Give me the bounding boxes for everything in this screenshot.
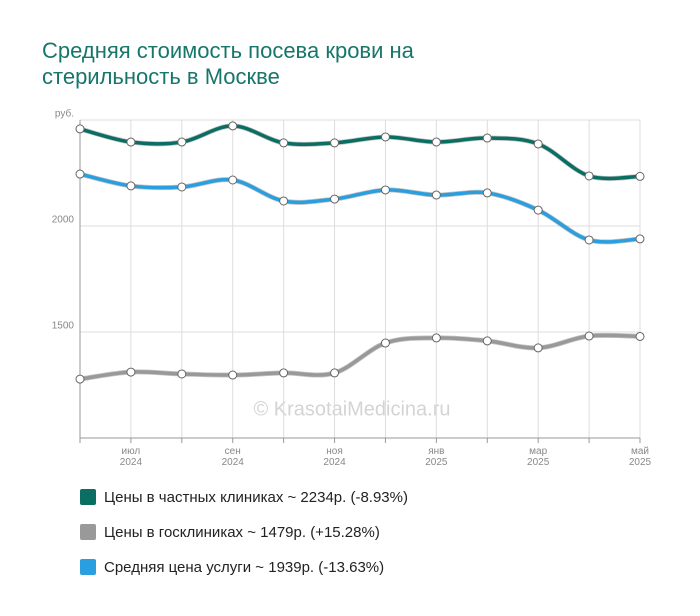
- legend-label: Цены в частных клиниках ~ 2234р. (-8.93%…: [104, 489, 408, 506]
- legend-swatch: [80, 489, 96, 505]
- data-point: [279, 138, 289, 148]
- series-line: [79, 172, 641, 244]
- y-tick-label: 2000: [52, 215, 75, 226]
- data-point: [330, 194, 340, 204]
- data-point: [330, 368, 340, 378]
- data-point: [584, 171, 594, 181]
- data-point: [279, 196, 289, 206]
- data-point: [75, 374, 85, 384]
- data-point: [279, 368, 289, 378]
- data-point: [380, 132, 390, 142]
- data-point: [228, 370, 238, 380]
- data-point: [75, 124, 85, 134]
- data-point: [228, 121, 238, 131]
- data-point: [482, 188, 492, 198]
- chart-title: Средняя стоимость посева крови на стерил…: [42, 38, 414, 89]
- series-line-outline: [79, 123, 641, 181]
- data-point: [533, 343, 543, 353]
- x-tick-label: ноя 2024: [323, 446, 346, 468]
- data-point: [431, 333, 441, 343]
- data-point: [126, 367, 136, 377]
- legend-swatch: [80, 559, 96, 575]
- data-point: [177, 182, 187, 192]
- data-point: [533, 139, 543, 149]
- data-point: [228, 175, 238, 185]
- data-point: [584, 235, 594, 245]
- x-tick-label: июл 2024: [119, 446, 143, 468]
- data-point: [482, 336, 492, 346]
- data-point: [584, 331, 594, 341]
- data-point: [533, 205, 543, 215]
- data-point: [431, 190, 441, 200]
- x-tick-label: мар 2025: [527, 446, 550, 468]
- data-point: [177, 369, 187, 379]
- x-tick-label: янв 2025: [425, 446, 448, 468]
- data-point: [635, 331, 645, 341]
- data-point: [380, 338, 390, 348]
- watermark: © KrasotaiMedicina.ru: [253, 398, 450, 420]
- data-point: [635, 171, 645, 181]
- data-point: [635, 234, 645, 244]
- x-tick-label: май 2025: [628, 446, 652, 468]
- data-point: [126, 137, 136, 147]
- legend-label: Цены в госклиниках ~ 1479р. (+15.28%): [104, 524, 380, 541]
- legend-swatch: [80, 524, 96, 540]
- legend-label: Средняя цена услуги ~ 1939р. (-13.63%): [104, 559, 384, 576]
- data-point: [431, 137, 441, 147]
- series-line-outline: [79, 171, 641, 245]
- data-point: [75, 169, 85, 179]
- y-tick-label: 1500: [52, 321, 75, 332]
- data-point: [177, 137, 187, 147]
- data-point: [380, 185, 390, 195]
- data-point: [330, 138, 340, 148]
- series-line: [79, 333, 641, 381]
- data-point: [126, 181, 136, 191]
- y-tick-label: руб.: [55, 108, 74, 120]
- data-point: [482, 133, 492, 143]
- x-tick-label: сен 2024: [221, 446, 244, 468]
